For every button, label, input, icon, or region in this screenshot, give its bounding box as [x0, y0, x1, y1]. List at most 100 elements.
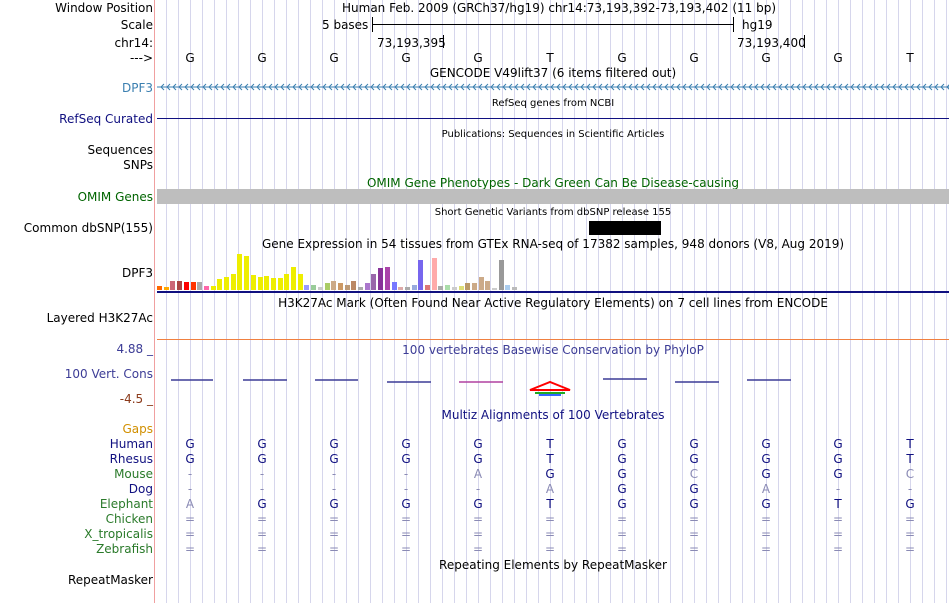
gtex-tissue-bar[interactable] — [451, 287, 457, 290]
gtex-tissue-bar[interactable] — [425, 285, 430, 290]
layered-h3k27ac-label[interactable]: Layered H3K27Ac — [46, 311, 153, 325]
species-label[interactable]: Rhesus — [109, 452, 153, 466]
gtex-tissue-bar[interactable] — [378, 268, 384, 290]
gtex-tissue-bar[interactable] — [230, 274, 236, 290]
gtex-tissue-bar[interactable] — [398, 287, 404, 290]
dbsnp-variant-block[interactable] — [589, 221, 661, 235]
gtex-tissue-bar[interactable] — [277, 278, 283, 290]
gtex-tissue-bar[interactable] — [404, 287, 410, 290]
gtex-tissue-bar[interactable] — [391, 282, 397, 290]
gtex-tissue-bar[interactable] — [224, 277, 229, 290]
gtex-tissue-bar[interactable] — [498, 260, 504, 290]
gtex-tissue-bar[interactable] — [183, 282, 189, 290]
gtex-tissue-bar[interactable] — [445, 285, 451, 290]
gtex-tissue-bar[interactable] — [485, 281, 491, 290]
gtex-tissue-bar[interactable] — [351, 281, 357, 290]
gtex-tissue-bar[interactable] — [291, 267, 296, 290]
gtex-expression-bars[interactable] — [157, 252, 949, 290]
common-dbsnp-label[interactable]: Common dbSNP(155) — [23, 221, 153, 235]
gtex-tissue-bar[interactable] — [384, 267, 390, 290]
dpf3-expression-label[interactable]: DPF3 — [121, 266, 153, 280]
gtex-tissue-bar[interactable] — [163, 287, 169, 290]
multiz-track-title[interactable]: Multiz Alignments of 100 Vertebrates — [441, 408, 665, 422]
gtex-tissue-bar[interactable] — [331, 281, 337, 290]
refseq-gene-line[interactable] — [157, 118, 949, 119]
gtex-tissue-bar[interactable] — [311, 285, 317, 290]
snps-label[interactable]: SNPs — [123, 158, 153, 172]
sequences-label[interactable]: Sequences — [87, 143, 153, 157]
gtex-tissue-bar[interactable] — [371, 274, 377, 290]
gtex-tissue-bar[interactable] — [418, 260, 424, 290]
guide-line — [442, 0, 443, 603]
window-position-label[interactable]: Window Position — [55, 1, 153, 15]
gtex-tissue-bar[interactable] — [270, 278, 276, 290]
h3k27ac-signal-line[interactable] — [157, 339, 949, 340]
gtex-tissue-bar[interactable] — [411, 285, 417, 290]
gtex-tissue-bar[interactable] — [257, 277, 263, 290]
gtex-tissue-bar[interactable] — [431, 258, 437, 290]
omim-genes-label[interactable]: OMIM Genes — [77, 190, 153, 204]
gtex-tissue-bar[interactable] — [471, 283, 477, 290]
gtex-tissue-bar[interactable] — [210, 286, 216, 290]
gtex-tissue-bar[interactable] — [324, 283, 330, 290]
phylop-track-title[interactable]: 100 vertebrates Basewise Conservation by… — [402, 343, 704, 357]
repeatmasker-label[interactable]: RepeatMasker — [67, 573, 153, 587]
strand-chevron — [268, 83, 273, 91]
gtex-tissue-bar[interactable] — [512, 287, 518, 290]
h3k27ac-track-title[interactable]: H3K27Ac Mark (Often Found Near Active Re… — [278, 296, 828, 310]
gtex-tissue-bar[interactable] — [217, 279, 223, 290]
species-label[interactable]: X_tropicalis — [84, 527, 153, 541]
gtex-tissue-bar[interactable] — [304, 285, 310, 290]
gencode-track-title[interactable]: GENCODE V49lift37 (6 items filtered out) — [429, 66, 677, 80]
gtex-tissue-bar[interactable] — [170, 281, 176, 290]
gaps-label[interactable]: Gaps — [122, 422, 153, 436]
species-label[interactable]: Chicken — [105, 512, 153, 526]
gtex-tissue-bar[interactable] — [264, 276, 270, 290]
dpf3-gene-label[interactable]: DPF3 — [121, 81, 153, 95]
gtex-tissue-bar[interactable] — [317, 287, 323, 290]
gtex-tissue-bar[interactable] — [197, 282, 203, 290]
gtex-tissue-bar[interactable] — [250, 275, 256, 290]
gtex-tissue-bar[interactable] — [237, 254, 243, 290]
species-label[interactable]: Elephant — [99, 497, 153, 511]
chrom-label[interactable]: chr14: — [114, 36, 153, 50]
gtex-tissue-bar[interactable] — [344, 285, 350, 290]
dpf3-gene-track[interactable] — [157, 81, 949, 93]
gtex-tissue-bar[interactable] — [438, 286, 444, 290]
omim-gene-bar[interactable] — [157, 189, 949, 204]
gtex-tissue-bar[interactable] — [284, 274, 290, 290]
strand-arrow-label[interactable]: ---> — [129, 51, 153, 65]
publications-track-title[interactable]: Publications: Sequences in Scientific Ar… — [441, 129, 665, 140]
gtex-tissue-bar[interactable] — [244, 256, 250, 290]
refseq-curated-label[interactable]: RefSeq Curated — [59, 112, 153, 126]
gtex-tissue-bar[interactable] — [465, 283, 471, 290]
refseq-track-title[interactable]: RefSeq genes from NCBI — [491, 98, 615, 109]
phylop-conservation-plot[interactable] — [157, 370, 949, 400]
gtex-tissue-bar[interactable] — [505, 285, 511, 290]
gtex-tissue-bar[interactable] — [337, 283, 343, 290]
scale-label[interactable]: Scale — [120, 18, 153, 32]
gtex-tissue-bar[interactable] — [177, 281, 183, 290]
vert-cons-label[interactable]: 100 Vert. Cons — [64, 367, 153, 381]
gtex-tissue-bar[interactable] — [492, 288, 497, 290]
gtex-tissue-bar[interactable] — [358, 287, 363, 290]
strand-chevron — [550, 83, 555, 91]
strand-chevron — [280, 83, 285, 91]
repeatmasker-track-title[interactable]: Repeating Elements by RepeatMasker — [439, 558, 667, 572]
gtex-tissue-bar[interactable] — [203, 286, 209, 290]
gtex-tissue-bar[interactable] — [157, 286, 162, 290]
species-label[interactable]: Mouse — [114, 467, 153, 481]
aligned-base: = — [688, 542, 700, 556]
species-label[interactable]: Human — [109, 437, 153, 451]
gtex-tissue-bar[interactable] — [190, 282, 196, 290]
dbsnp-track-title[interactable]: Short Genetic Variants from dbSNP releas… — [434, 207, 672, 218]
omim-track-title[interactable]: OMIM Gene Phenotypes - Dark Green Can Be… — [366, 176, 740, 190]
gtex-tissue-bar[interactable] — [364, 283, 370, 290]
gtex-track-title[interactable]: Gene Expression in 54 tissues from GTEx … — [261, 237, 845, 251]
aligned-base: G — [473, 497, 483, 511]
species-label[interactable]: Zebrafish — [96, 542, 153, 556]
gtex-tissue-bar[interactable] — [297, 274, 303, 290]
gtex-tissue-bar[interactable] — [478, 277, 484, 290]
species-label[interactable]: Dog — [128, 482, 153, 496]
gtex-tissue-bar[interactable] — [458, 286, 464, 290]
